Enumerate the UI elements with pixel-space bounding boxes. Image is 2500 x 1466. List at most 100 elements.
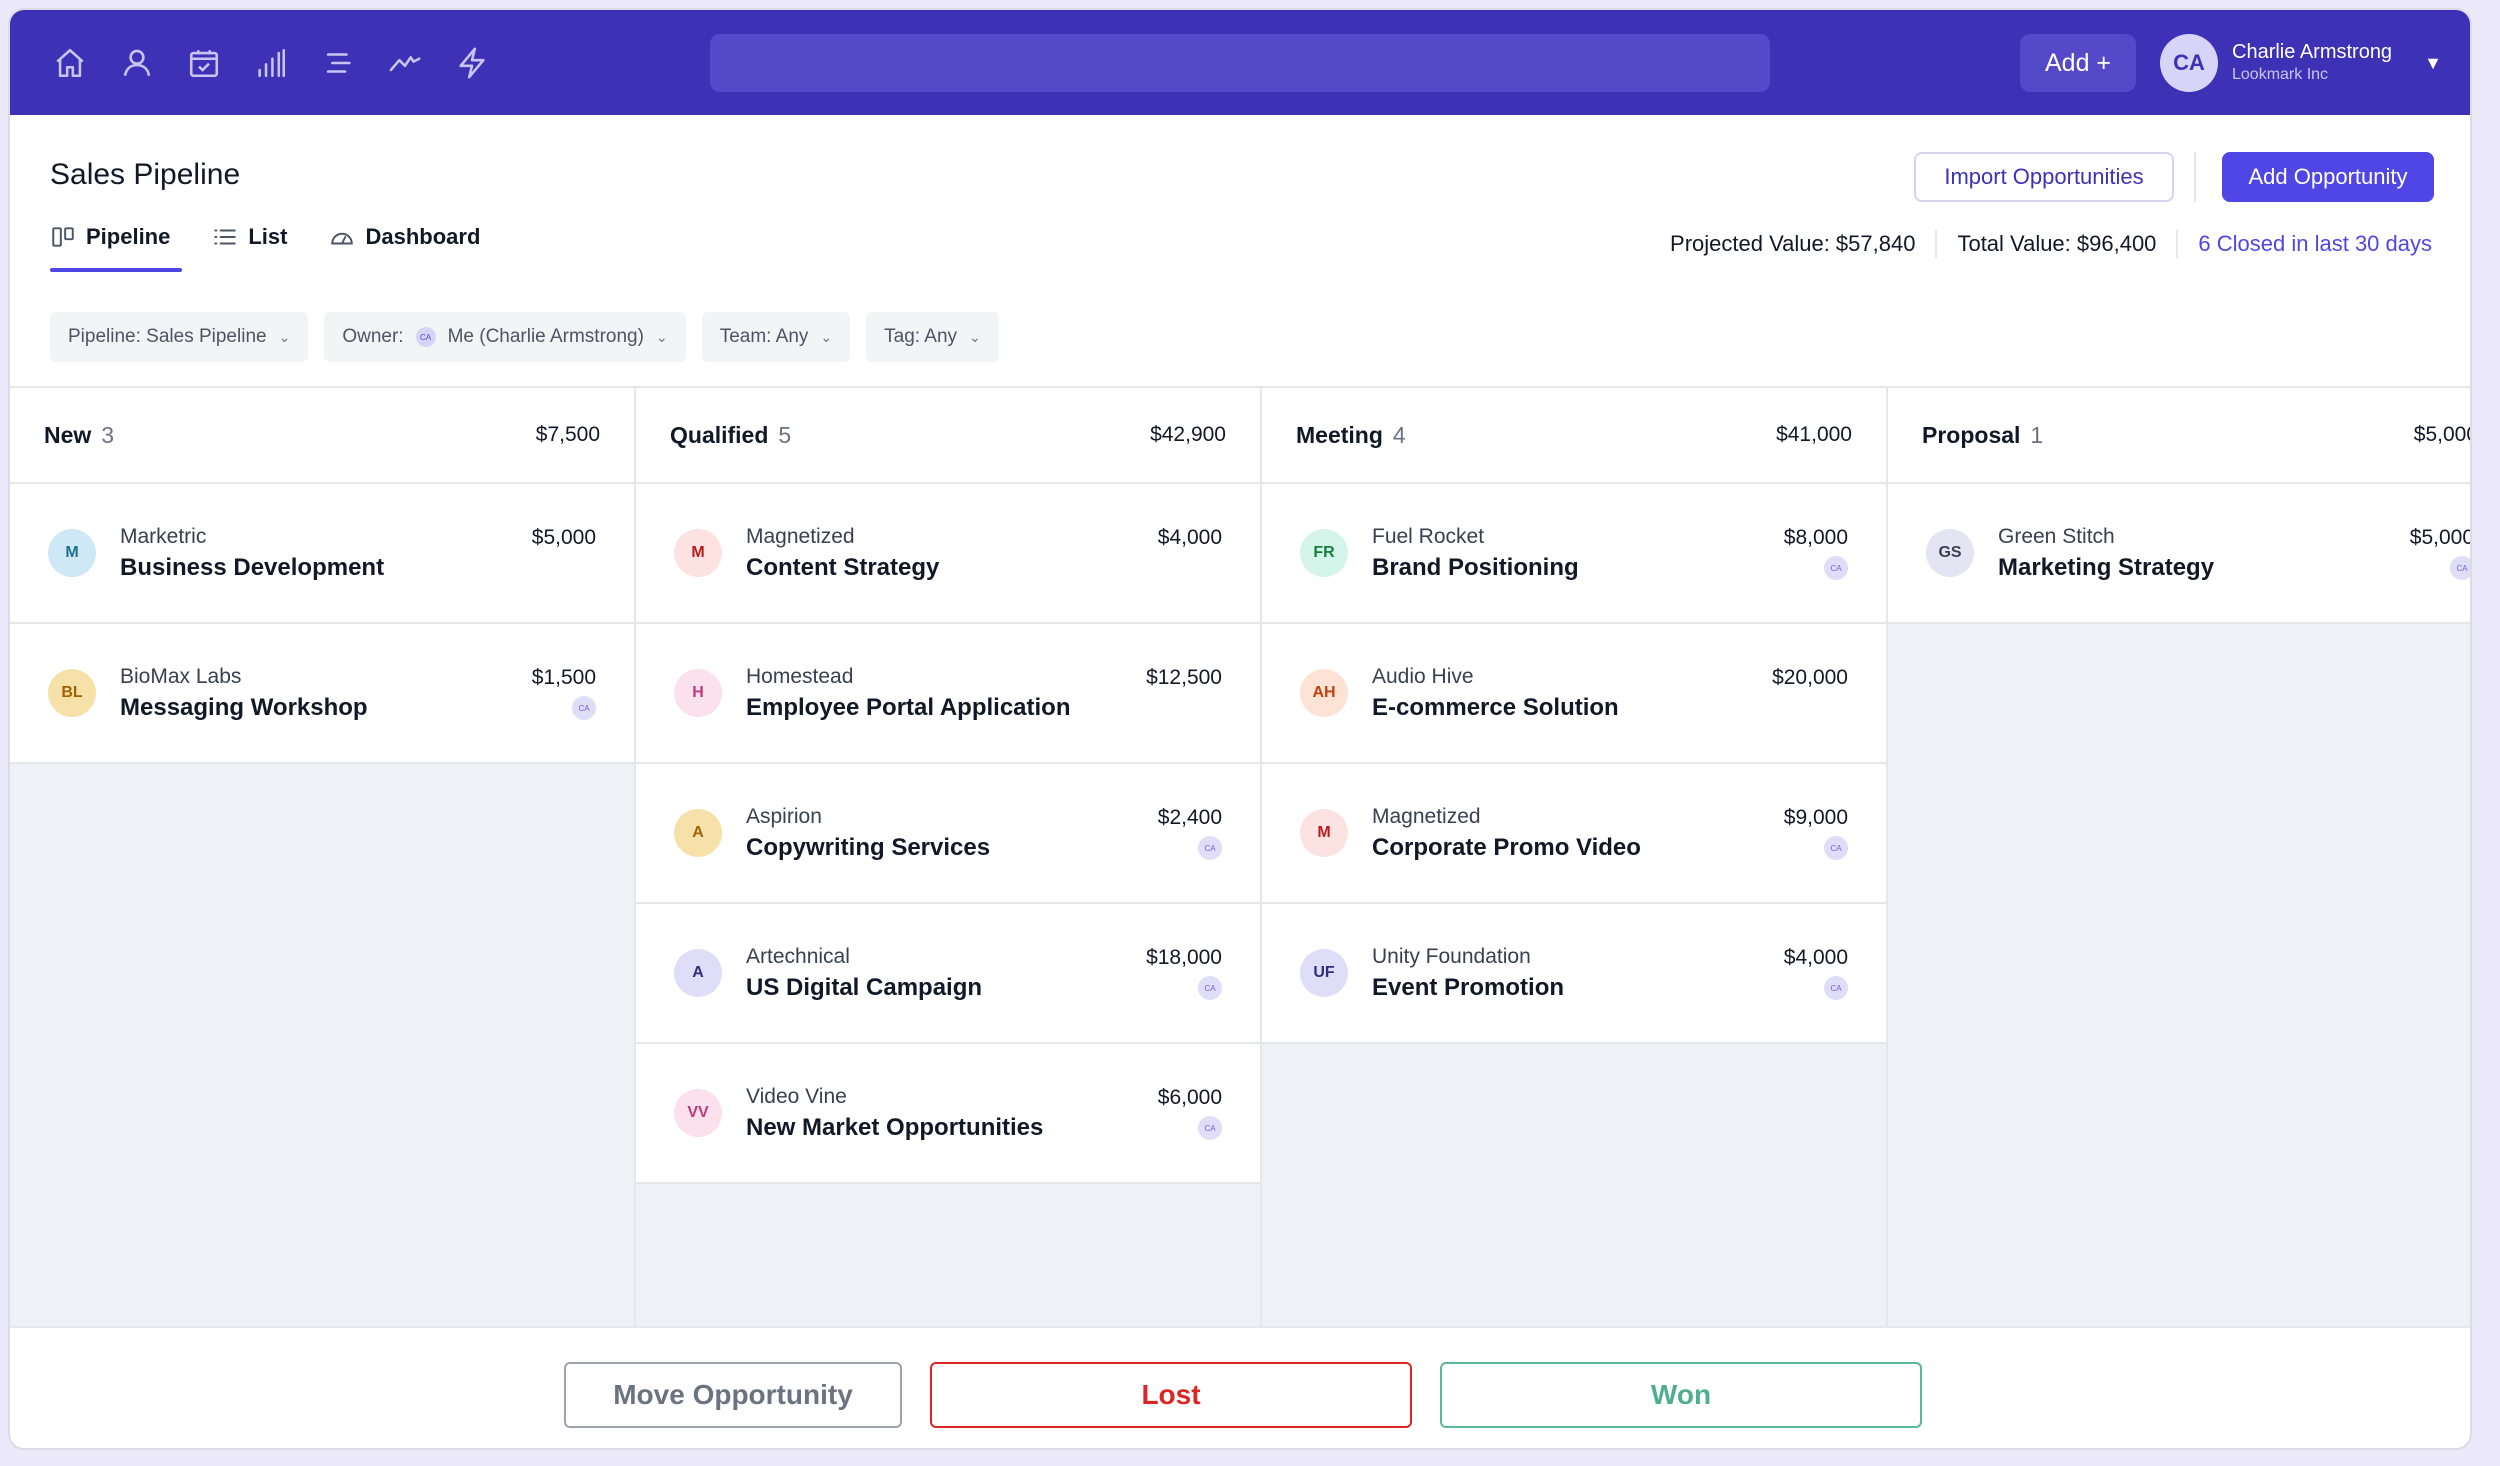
- column-total: $41,000: [1776, 423, 1852, 446]
- team-filter[interactable]: Team: Any ⌄: [701, 312, 851, 362]
- owner-avatar: CA: [415, 327, 436, 347]
- user-icon[interactable]: [117, 43, 157, 83]
- opportunity-card[interactable]: GS Green Stitch Marketing Strategy $5,000 CA: [1888, 484, 2470, 624]
- add-button[interactable]: Add +: [2020, 34, 2136, 92]
- chevron-down-icon: ⌄: [820, 328, 833, 345]
- user-name: Charlie Armstrong: [2232, 41, 2393, 63]
- chevron-down-icon: ⌄: [655, 328, 668, 345]
- pipeline-column-qualified: Qualified 5 $42,900 M Magnetized Content Stra…: [636, 388, 1262, 1328]
- opportunity-title: Event Promotion: [1372, 974, 1565, 1001]
- company-name: Green Stitch: [1998, 525, 2115, 548]
- lost-button[interactable]: Lost: [930, 1362, 1412, 1428]
- owner-avatar: CA: [1824, 976, 1848, 1000]
- app-window: Add + CA Charlie Armstrong Lookmark Inc …: [8, 8, 2472, 1450]
- home-icon[interactable]: [50, 43, 90, 83]
- opportunity-title: Copywriting Services: [746, 834, 991, 861]
- opportunity-value: $5,000: [2409, 526, 2470, 549]
- company-name: BioMax Labs: [120, 665, 242, 688]
- opportunity-card[interactable]: H Homestead Employee Portal Application $12…: [636, 624, 1260, 764]
- card-text: Green Stitch Marketing Strategy: [1998, 522, 2214, 584]
- company-name: Unity Foundation: [1372, 945, 1531, 968]
- move-opportunity-button[interactable]: Move Opportunity: [564, 1362, 902, 1428]
- tab-label: List: [248, 224, 288, 249]
- tab-pipeline[interactable]: Pipeline: [50, 224, 183, 272]
- card-text: Artechnical US Digital Campaign: [746, 942, 982, 1004]
- opportunity-title: Brand Positioning: [1372, 554, 1579, 581]
- card-meta: $9,000 CA: [1784, 806, 1848, 860]
- opportunity-card[interactable]: M Magnetized Content Strategy $4,000: [636, 484, 1260, 624]
- tab-dashboard[interactable]: Dashboard: [329, 224, 480, 272]
- opportunity-value: $6,000: [1157, 1086, 1222, 1109]
- user-menu[interactable]: CA Charlie Armstrong Lookmark Inc ▼: [2160, 34, 2442, 92]
- column-total: $7,500: [535, 423, 600, 446]
- calendar-icon[interactable]: [184, 43, 224, 83]
- tab-list[interactable]: List: [212, 224, 287, 272]
- filter-label: Owner:: [342, 326, 404, 347]
- opportunity-title: New Market Opportunities: [746, 1114, 1044, 1141]
- trend-icon[interactable]: [385, 43, 425, 83]
- opportunity-card[interactable]: FR Fuel Rocket Brand Positioning $8,000 CA: [1262, 484, 1886, 624]
- opportunity-card[interactable]: A Artechnical US Digital Campaign $18,000 CA: [636, 904, 1260, 1044]
- opportunity-card[interactable]: M Marketric Business Development $5,000: [10, 484, 634, 624]
- chevron-down-icon[interactable]: ▼: [2424, 52, 2442, 73]
- add-opportunity-button[interactable]: Add Opportunity: [2222, 152, 2434, 202]
- company-avatar: A: [674, 949, 722, 997]
- card-meta: $5,000: [532, 526, 596, 550]
- pipeline-column-proposal: Proposal 1 $5,000 GS Green Stitch Marketing S…: [1888, 388, 2470, 1328]
- owner-avatar: CA: [1824, 556, 1848, 580]
- owner-avatar: CA: [2450, 556, 2470, 580]
- column-name: New: [44, 421, 92, 448]
- card-meta: $1,500 CA: [532, 666, 596, 720]
- company-avatar: M: [48, 529, 96, 577]
- card-text: Audio Hive E-commerce Solution: [1372, 662, 1619, 724]
- card-meta: $8,000 CA: [1784, 526, 1848, 580]
- bar-chart-icon[interactable]: [251, 43, 291, 83]
- company-name: Audio Hive: [1372, 665, 1474, 688]
- import-opportunities-button[interactable]: Import Opportunities: [1914, 152, 2174, 202]
- card-text: Homestead Employee Portal Application: [746, 662, 1071, 724]
- tag-filter[interactable]: Tag: Any ⌄: [866, 312, 999, 362]
- opportunity-card[interactable]: A Aspirion Copywriting Services $2,400 CA: [636, 764, 1260, 904]
- opportunity-value: $8,000: [1783, 526, 1848, 549]
- column-total: $42,900: [1150, 423, 1226, 446]
- list-icon: [214, 229, 237, 245]
- company-name: Magnetized: [746, 525, 855, 548]
- opportunity-card[interactable]: AH Audio Hive E-commerce Solution $20,000: [1262, 624, 1886, 764]
- user-info: Charlie Armstrong Lookmark Inc: [2232, 40, 2392, 86]
- filter-value: Me (Charlie Armstrong): [447, 326, 644, 347]
- column-name: Meeting: [1296, 421, 1383, 448]
- owner-avatar: CA: [1198, 836, 1222, 860]
- closed-link[interactable]: 6 Closed in last 30 days: [2198, 231, 2432, 256]
- owner-filter[interactable]: Owner: CA Me (Charlie Armstrong) ⌄: [324, 312, 686, 362]
- opportunity-value: $4,000: [1157, 526, 1222, 549]
- company-avatar: GS: [1926, 529, 1974, 577]
- card-meta: $20,000: [1772, 666, 1848, 690]
- company-avatar: VV: [674, 1089, 722, 1137]
- opportunity-card[interactable]: UF Unity Foundation Event Promotion $4,000 C…: [1262, 904, 1886, 1044]
- opportunity-card[interactable]: VV Video Vine New Market Opportunities $6,0…: [636, 1044, 1260, 1184]
- column-header: Qualified 5 $42,900: [636, 388, 1260, 484]
- opportunity-card[interactable]: M Magnetized Corporate Promo Video $9,000 CA: [1262, 764, 1886, 904]
- won-button[interactable]: Won: [1440, 1362, 1922, 1428]
- filter-label: Team: Any: [719, 326, 809, 347]
- card-text: Unity Foundation Event Promotion: [1372, 942, 1564, 1004]
- chevron-down-icon: ⌄: [969, 328, 981, 345]
- column-name: Qualified: [670, 421, 769, 448]
- card-meta: $6,000 CA: [1158, 1086, 1222, 1140]
- company-name: Marketric: [120, 525, 207, 548]
- search-input[interactable]: [710, 34, 1770, 92]
- company-avatar: A: [674, 809, 722, 857]
- menu-icon[interactable]: [318, 43, 358, 83]
- divider: [2194, 152, 2196, 202]
- filter-label: Pipeline: Sales Pipeline: [68, 326, 267, 347]
- company-avatar: H: [674, 669, 722, 717]
- column-count: 1: [2030, 421, 2044, 448]
- card-text: Fuel Rocket Brand Positioning: [1372, 522, 1579, 584]
- card-meta: $12,500: [1146, 666, 1222, 690]
- divider: [2176, 230, 2179, 258]
- lightning-icon[interactable]: [452, 43, 492, 83]
- opportunity-value: $5,000: [531, 526, 596, 549]
- pipeline-filter[interactable]: Pipeline: Sales Pipeline ⌄: [50, 312, 309, 362]
- opportunity-card[interactable]: BL BioMax Labs Messaging Workshop $1,500 CA: [10, 624, 634, 764]
- opportunity-title: E-commerce Solution: [1372, 694, 1619, 721]
